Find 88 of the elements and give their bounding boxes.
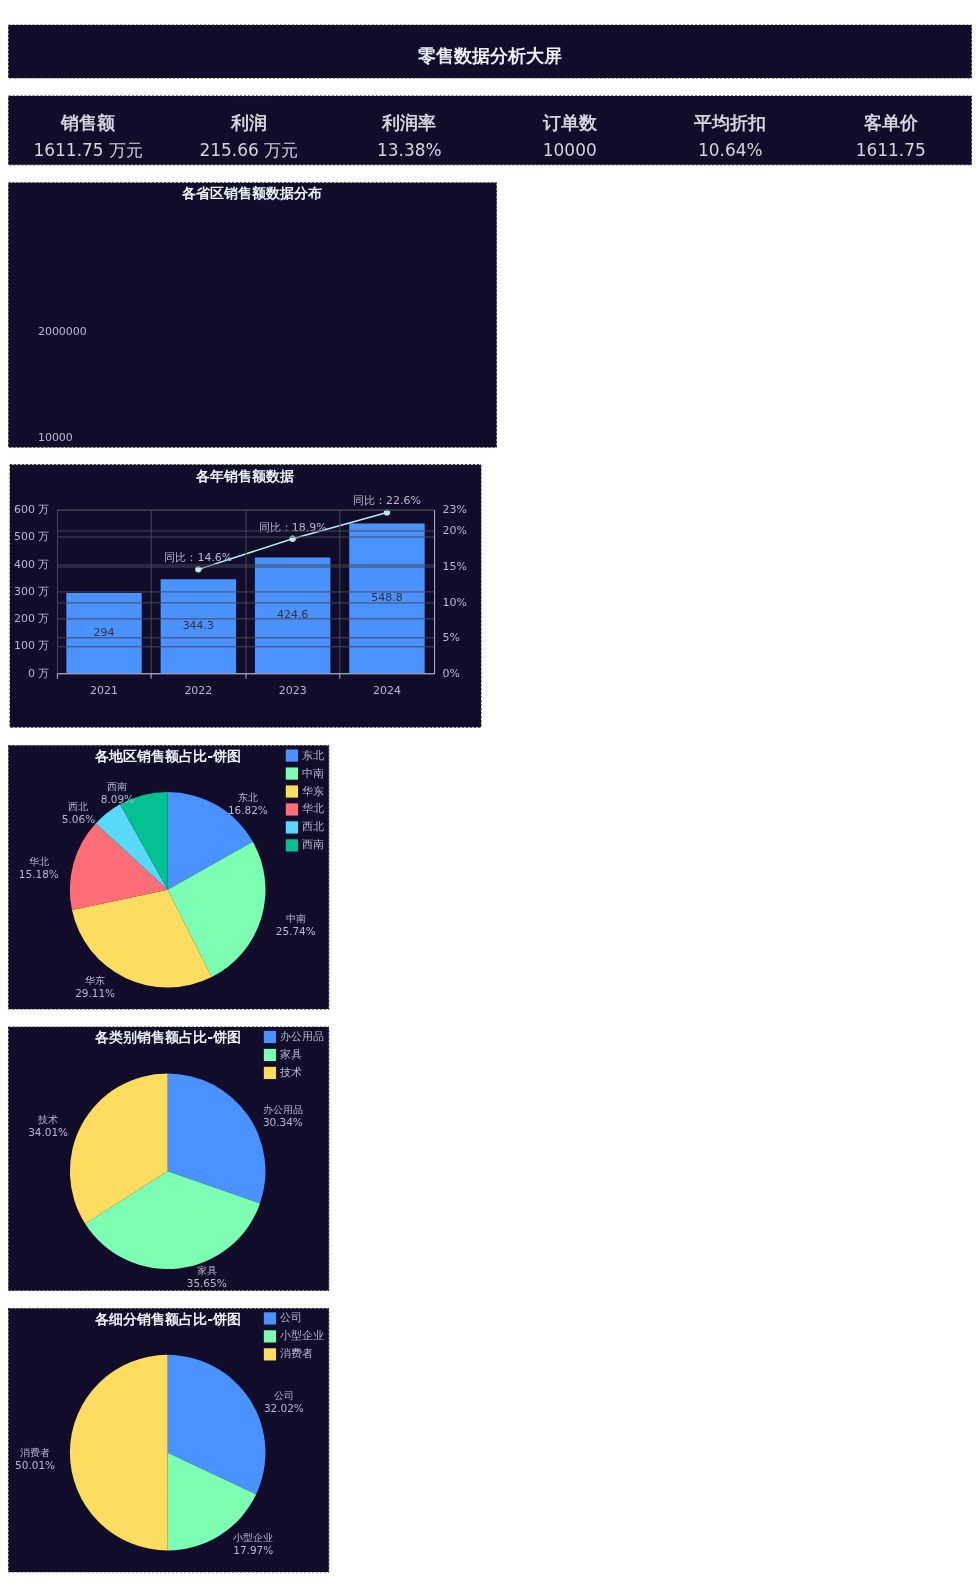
- pie-slice: [167, 841, 266, 978]
- chart-title: 各类别销售额占比-饼图: [94, 1029, 242, 1046]
- y2-tick-label: 20%: [442, 524, 467, 538]
- data-label: 35.65%: [186, 1277, 227, 1290]
- category-label: 销售额: [60, 112, 117, 134]
- data-label: 50.01%: [15, 1458, 56, 1471]
- x-tick-label: 2023: [278, 683, 307, 697]
- category-label: 订单数: [541, 112, 598, 134]
- text: 各省区销售额数据分布: [180, 185, 322, 202]
- data-label: 17.97%: [233, 1543, 274, 1556]
- text: 1611.75 万元: [33, 140, 143, 161]
- data-label: 8.09%: [100, 793, 135, 806]
- x-tick-label: 2022: [184, 683, 213, 697]
- legend-label: 中南: [302, 766, 325, 780]
- slice-label: 中南: [285, 912, 306, 925]
- legend-label: 东北: [302, 748, 325, 762]
- slice-label: 西南: [107, 780, 128, 793]
- data-label: 294: [93, 626, 115, 640]
- text: 13.38%: [376, 140, 442, 161]
- slice-label: 消费者: [20, 1445, 51, 1458]
- bar: [66, 593, 142, 674]
- pie-slice: [70, 1354, 168, 1551]
- text: 10.64%: [697, 140, 763, 161]
- x-tick-label: 2024: [373, 683, 401, 697]
- legend-label: 小型企业: [280, 1329, 325, 1343]
- legend-label: 西南: [302, 838, 325, 852]
- y2-tick-label: 5%: [442, 631, 460, 645]
- y-tick-label: 0 万: [27, 666, 50, 680]
- y-tick-label: 200 万: [13, 612, 50, 626]
- data-label: 15.18%: [18, 867, 59, 880]
- y2-tick-label: 15%: [442, 560, 467, 574]
- data-label: 同比：18.9%: [258, 520, 327, 534]
- legend-label: 西北: [302, 820, 325, 834]
- chart-title: 各地区销售额占比-饼图: [94, 748, 242, 765]
- legend-label: 家具: [280, 1047, 303, 1061]
- slice-label: 西北: [68, 799, 89, 812]
- y2-tick-label: 23%: [442, 503, 467, 517]
- data-label: 344.3: [182, 619, 215, 633]
- pie-slice: [95, 804, 168, 890]
- pie-slice: [167, 1354, 266, 1495]
- data-label: 32.02%: [263, 1402, 304, 1414]
- y2-tick-label: 10%: [442, 595, 467, 609]
- slice-label: 华北: [28, 854, 49, 867]
- pie-slice: [70, 1073, 168, 1224]
- x-tick-label: 2021: [90, 683, 118, 697]
- slice-label: 技术: [37, 1113, 59, 1126]
- slice-label: 东北: [237, 791, 258, 804]
- text: 零售数据分析大屏: [417, 44, 562, 66]
- data-label: 5.06%: [61, 812, 96, 825]
- y2-tick-label: 0%: [442, 666, 460, 680]
- category-label: 利润率: [381, 112, 437, 134]
- legend-label: 技术: [279, 1065, 303, 1079]
- text: 215.66 万元: [199, 140, 299, 161]
- category-label: 客单价: [862, 112, 919, 134]
- slice-label: 家具: [196, 1264, 217, 1277]
- slice-label: 公司: [273, 1389, 294, 1402]
- data-label: 同比：14.6%: [164, 551, 233, 565]
- y-tick-label: 100 万: [13, 639, 50, 653]
- y-tick-label: 400 万: [13, 557, 50, 571]
- data-label: 30.34%: [262, 1115, 303, 1128]
- chart-title: 各年销售额数据: [195, 467, 295, 484]
- slice-label: 小型企业: [233, 1530, 274, 1543]
- y-tick-label: 300 万: [13, 584, 50, 598]
- data-label: 548.8: [371, 591, 403, 605]
- legend-label: 公司: [280, 1311, 303, 1325]
- data-label: 34.01%: [28, 1126, 69, 1139]
- category-label: 利润: [229, 112, 267, 134]
- text: 10000: [542, 140, 597, 161]
- data-label: 25.74%: [275, 925, 316, 938]
- slice-label: 办公用品: [262, 1102, 303, 1115]
- data-label: 29.11%: [75, 986, 116, 999]
- legend-label: 华东: [302, 784, 325, 798]
- pie-slice: [69, 823, 168, 911]
- data-label: 16.82%: [227, 804, 268, 817]
- chart-title: 各细分销售额占比-饼图: [94, 1310, 242, 1327]
- pie-slice: [71, 889, 212, 988]
- category-label: 平均折扣: [693, 112, 767, 134]
- legend-label: 华北: [302, 802, 325, 816]
- data-label: 同比：22.6%: [353, 494, 421, 508]
- text: 2000000: [37, 324, 87, 338]
- slice-label: 华东: [85, 973, 106, 986]
- data-label: 424.6: [276, 608, 309, 622]
- y-tick-label: 600 万: [13, 503, 50, 517]
- legend-label: 消费者: [280, 1347, 314, 1361]
- text: 10000: [37, 430, 73, 444]
- y-tick-label: 500 万: [13, 530, 50, 544]
- text: 1611.75: [855, 140, 926, 161]
- legend-label: 办公用品: [280, 1030, 325, 1043]
